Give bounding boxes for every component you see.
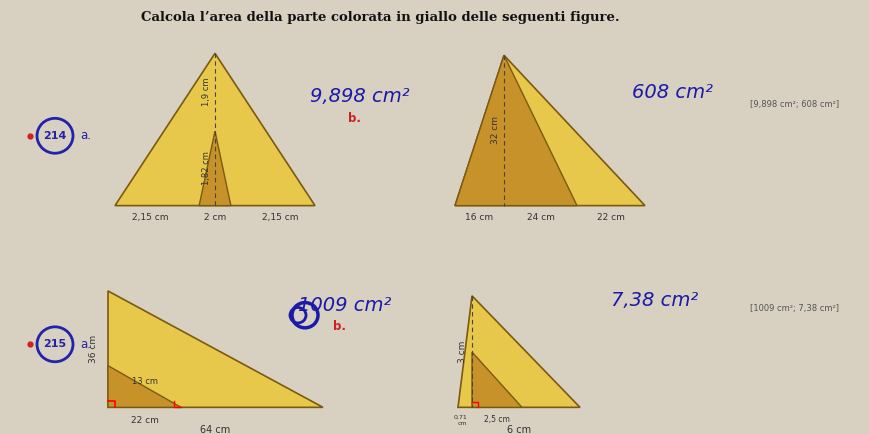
Text: 6 cm: 6 cm bbox=[507, 425, 531, 434]
Polygon shape bbox=[455, 55, 577, 206]
Text: b.: b. bbox=[333, 320, 346, 333]
Text: [1009 cm²; 7,38 cm²]: [1009 cm²; 7,38 cm²] bbox=[751, 304, 839, 313]
Polygon shape bbox=[199, 131, 231, 206]
Text: 36 cm: 36 cm bbox=[89, 335, 98, 363]
Text: 22 cm: 22 cm bbox=[597, 214, 625, 222]
Text: 0,71
cm: 0,71 cm bbox=[454, 415, 467, 426]
Text: b.: b. bbox=[348, 112, 361, 125]
Text: 64 cm: 64 cm bbox=[200, 425, 230, 434]
Polygon shape bbox=[455, 55, 645, 206]
Text: 9,898 cm²: 9,898 cm² bbox=[310, 88, 410, 106]
Polygon shape bbox=[115, 53, 315, 206]
Text: 3 cm: 3 cm bbox=[458, 340, 467, 363]
Text: a.: a. bbox=[80, 129, 91, 142]
Text: 608 cm²: 608 cm² bbox=[632, 82, 713, 102]
Text: 2 cm: 2 cm bbox=[204, 214, 226, 222]
Text: 215: 215 bbox=[43, 339, 67, 349]
Text: 16 cm: 16 cm bbox=[466, 214, 494, 222]
Text: 1,82 cm: 1,82 cm bbox=[202, 151, 211, 185]
Text: 24 cm: 24 cm bbox=[527, 214, 554, 222]
Text: 1009 cm²: 1009 cm² bbox=[298, 296, 392, 315]
Text: Calcola l’area della parte colorata in giallo delle seguenti figure.: Calcola l’area della parte colorata in g… bbox=[141, 11, 620, 24]
Text: a.: a. bbox=[80, 338, 91, 351]
Polygon shape bbox=[108, 365, 181, 408]
Text: 1,9 cm: 1,9 cm bbox=[202, 78, 211, 106]
Text: 32 cm: 32 cm bbox=[491, 116, 500, 145]
Text: 2,15 cm: 2,15 cm bbox=[262, 214, 298, 222]
Text: [9,898 cm²; 608 cm²]: [9,898 cm²; 608 cm²] bbox=[751, 100, 839, 109]
Text: 214: 214 bbox=[43, 131, 67, 141]
Text: 13 cm: 13 cm bbox=[131, 377, 157, 386]
Polygon shape bbox=[472, 352, 522, 408]
Polygon shape bbox=[108, 291, 323, 408]
Text: 22 cm: 22 cm bbox=[130, 416, 158, 425]
Text: 2,15 cm: 2,15 cm bbox=[132, 214, 169, 222]
Text: 7,38 cm²: 7,38 cm² bbox=[612, 291, 699, 310]
Polygon shape bbox=[458, 296, 580, 408]
Text: 2,5 cm: 2,5 cm bbox=[484, 415, 510, 424]
